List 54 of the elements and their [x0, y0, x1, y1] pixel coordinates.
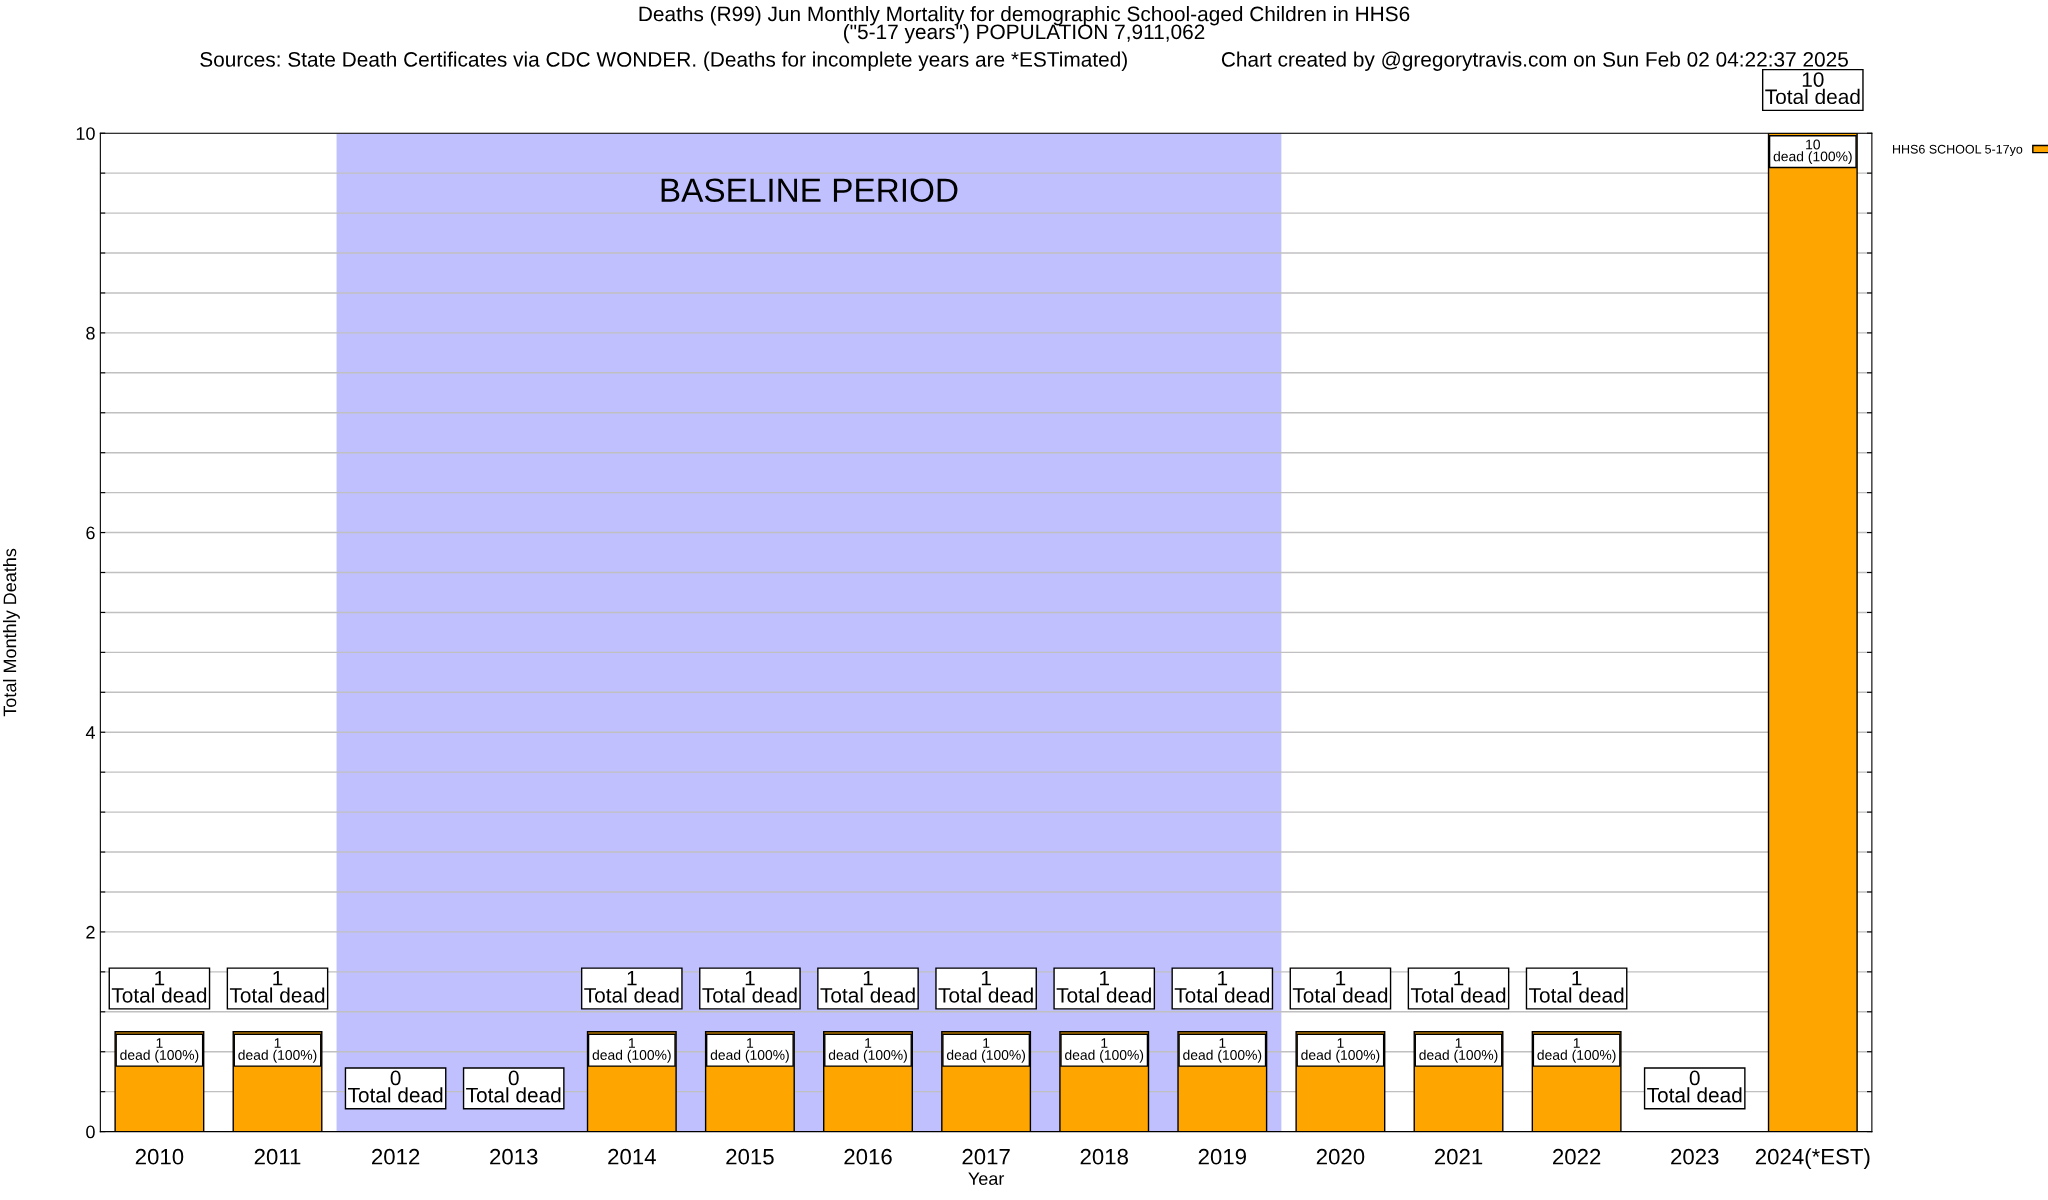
total-label: 1 Total dead: [584, 970, 679, 1003]
data-label: 1 dead (100%): [828, 1038, 907, 1063]
y-tick-label: 6: [86, 526, 95, 540]
x-tick-label: 2020: [1316, 1148, 1365, 1165]
total-label: 1 Total dead: [1529, 970, 1624, 1003]
x-tick-label: 2019: [1198, 1148, 1246, 1165]
data-label: 1 dead (100%): [592, 1038, 671, 1063]
x-tick-label: 2023: [1671, 1148, 1719, 1165]
x-tick-label: 2011: [254, 1148, 301, 1165]
data-label: 1 dead (100%): [1537, 1038, 1616, 1063]
total-label: 1 Total dead: [1410, 970, 1506, 1003]
x-tick-label: 2015: [726, 1148, 774, 1165]
band-label: BASELINE PERIOD: [661, 178, 958, 203]
y-axis-title: Total Monthly Deaths: [3, 548, 20, 717]
total-label: 10 Total dead: [1765, 72, 1860, 105]
data-label: 10 dead (100%): [1773, 139, 1852, 165]
data-label: 1 dead (100%): [1419, 1038, 1498, 1063]
data-label: 1 dead (100%): [238, 1038, 317, 1063]
total-label: 1 Total dead: [938, 970, 1033, 1003]
total-label: 0 Total dead: [348, 1070, 443, 1103]
chart-subtitle: Sources: State Death Certificates via CDC WONDER. (Deaths for incomplete years are *ESTimated) Chart created by @gregorytravis.com on Sun Feb 02 04:22:37 2025: [200, 51, 1848, 71]
data-label: 1 dead (100%): [1065, 1038, 1144, 1063]
x-tick-label: 2014: [608, 1148, 656, 1165]
total-label: 0 Total dead: [466, 1070, 561, 1103]
y-tick-label: 10: [76, 127, 95, 140]
data-label: 1 dead (100%): [710, 1038, 789, 1063]
legend-label: HHS6 SCHOOL 5-17yo: [1893, 144, 2023, 157]
x-tick-label: 2022: [1553, 1148, 1601, 1165]
total-label: 1 Total dead: [820, 970, 915, 1003]
x-axis-title: Year: [968, 1172, 1005, 1186]
x-tick-label: 2010: [135, 1148, 184, 1165]
y-tick-label: 4: [85, 726, 95, 739]
total-label: 0 Total dead: [1647, 1070, 1742, 1103]
chart-title: Deaths (R99) Jun Monthly Mortality for demographic School-aged Children in HHS6 ("5-17 years") POPULATION 7,911,062: [639, 6, 1410, 44]
y-tick-label: 2: [86, 925, 95, 939]
y-tick-label: 0: [86, 1125, 95, 1139]
total-label: 1 Total dead: [1292, 970, 1388, 1003]
y-tick-label: 8: [86, 326, 95, 340]
x-tick-label: 2021: [1434, 1148, 1483, 1165]
x-tick-label: 2017: [962, 1148, 1010, 1165]
x-tick-label: 2013: [490, 1148, 538, 1165]
x-tick-label: 2012: [372, 1148, 420, 1165]
total-label: 1 Total dead: [1174, 970, 1270, 1003]
total-label: 1 Total dead: [111, 970, 207, 1003]
x-tick-label: 2016: [844, 1148, 892, 1165]
data-label: 1 dead (100%): [120, 1038, 199, 1063]
data-label: 1 dead (100%): [1301, 1038, 1380, 1063]
data-label: 1 dead (100%): [946, 1038, 1026, 1063]
x-tick-label: 2018: [1080, 1148, 1128, 1165]
total-label: 1 Total dead: [702, 970, 797, 1003]
total-label: 1 Total dead: [1056, 970, 1151, 1003]
data-label: 1 dead (100%): [1183, 1038, 1262, 1063]
x-tick-label: 2024(*EST): [1755, 1148, 1870, 1169]
total-label: 1 Total dead: [229, 970, 325, 1003]
